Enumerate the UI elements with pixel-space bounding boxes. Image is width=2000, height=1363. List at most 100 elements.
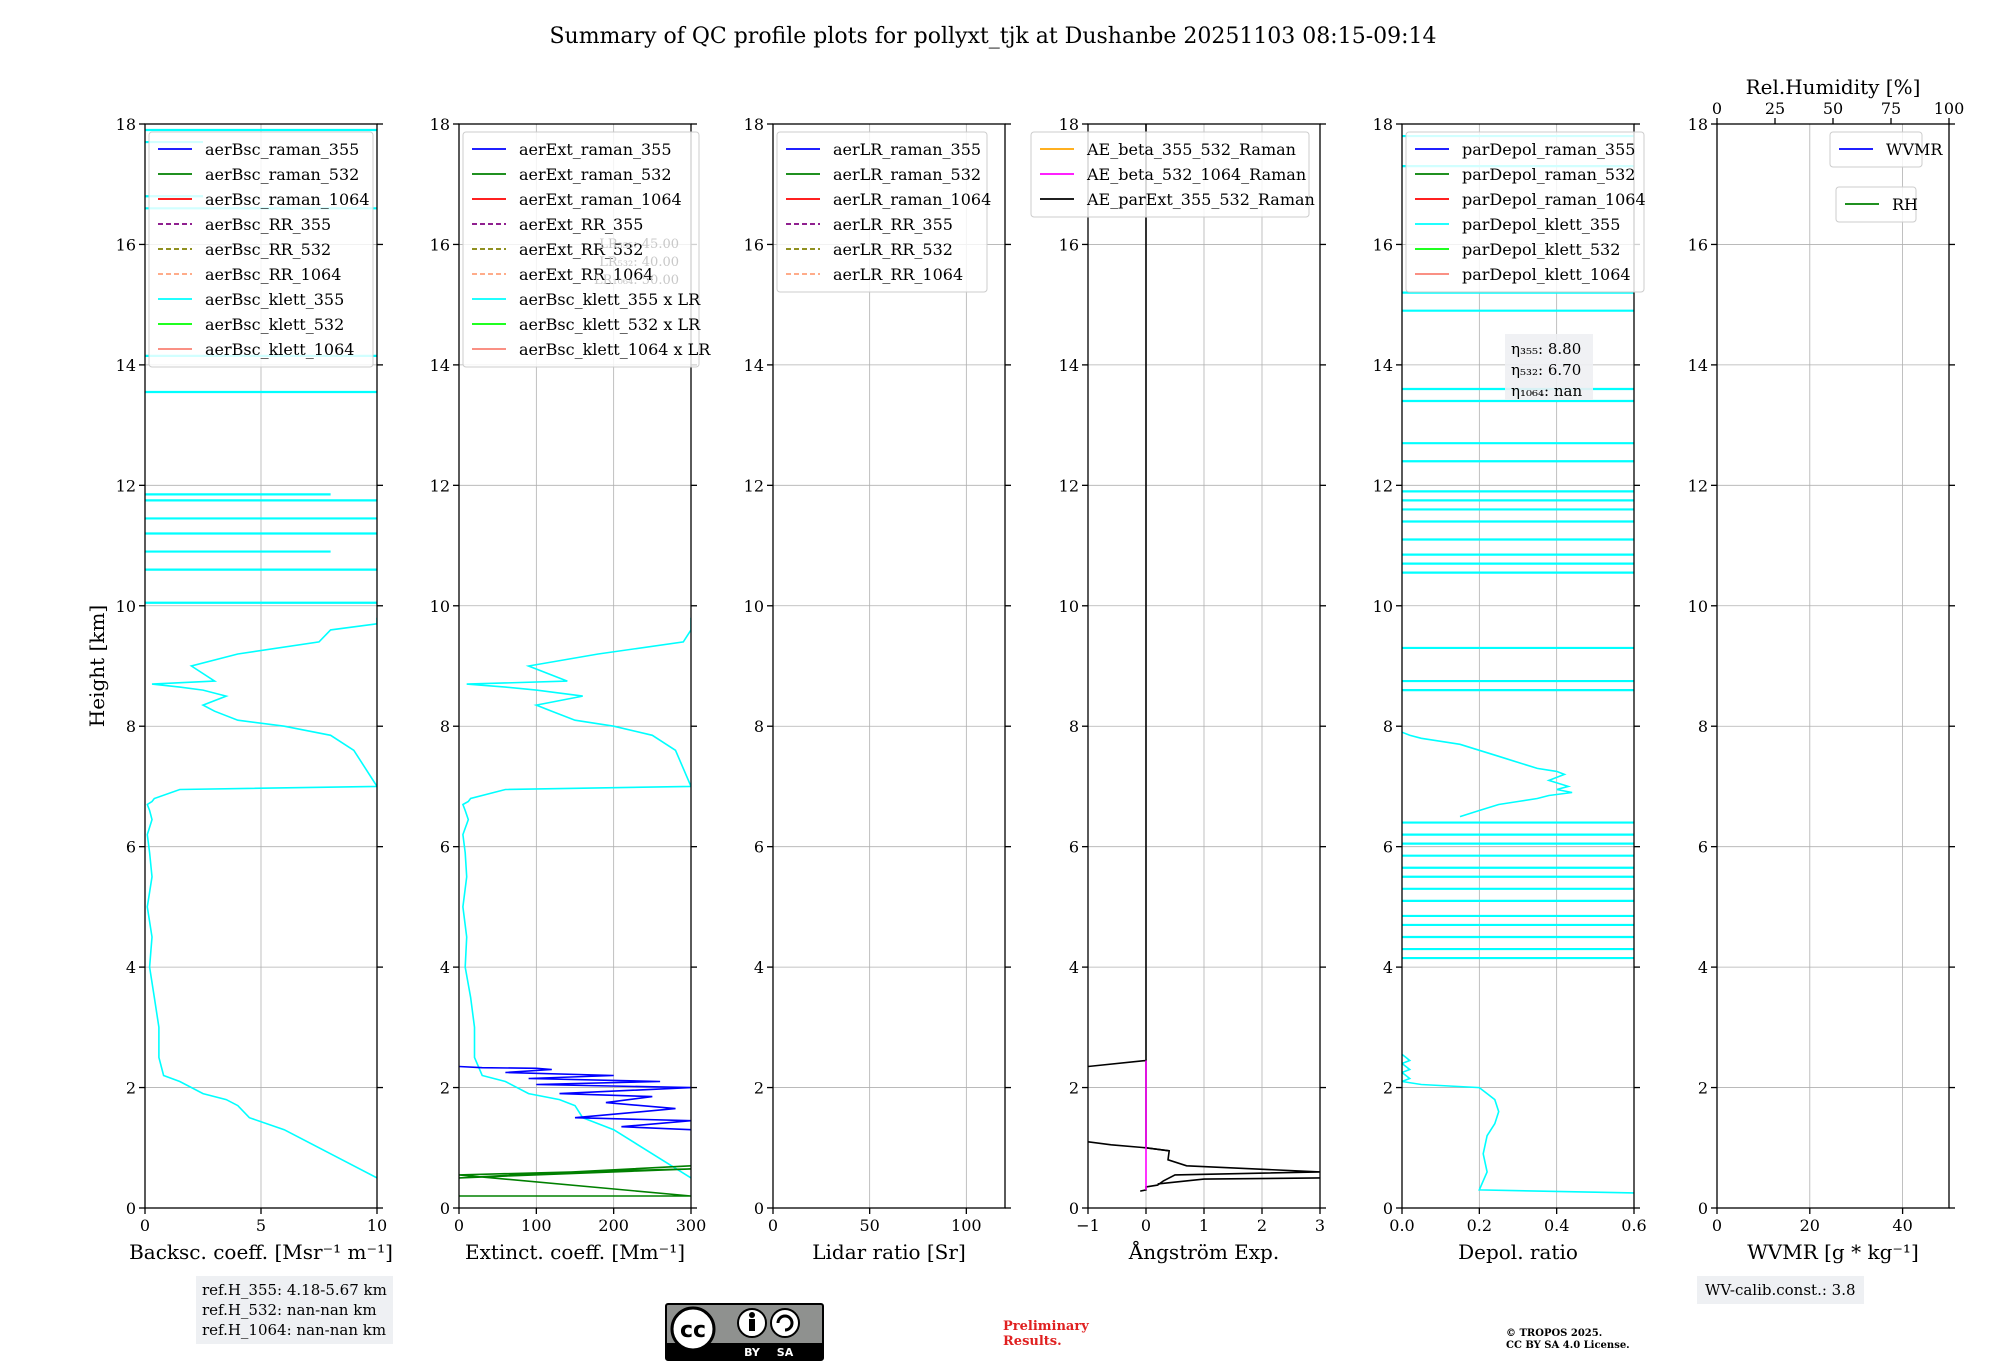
y-tick-label: 8 — [1698, 717, 1708, 736]
legend: aerBsc_raman_355 aerBsc_raman_532 aerBsc_r… — [148, 131, 374, 368]
y-tick-label: 4 — [1383, 958, 1393, 977]
ref-height-532: ref.H_532: nan-nan km — [202, 1301, 377, 1319]
y-tick-label: 4 — [1069, 958, 1079, 977]
top-x-tick-label: 25 — [1765, 99, 1785, 118]
series-parDepol_klett_355_mid — [1402, 731, 1573, 818]
legend-label: aerExt_RR_355 — [519, 215, 643, 234]
y-tick-label: 0 — [440, 1199, 450, 1218]
y-tick-label: 6 — [1383, 838, 1393, 857]
y-tick-label: 10 — [430, 597, 450, 616]
series-AE_parExt_355_532_Raman — [1088, 124, 1320, 1192]
legend-label: parDepol_raman_532 — [1462, 165, 1635, 184]
series-klett_355_x_LR — [461, 617, 691, 1179]
x-tick-label: 40 — [1892, 1216, 1912, 1235]
legend-label: aerExt_raman_355 — [519, 140, 672, 159]
series-AE_parExt_low2 — [1157, 1177, 1320, 1185]
series-group — [459, 617, 691, 1197]
ref-height-355: ref.H_355: 4.18-5.67 km — [202, 1281, 387, 1299]
ref-height-1064: ref.H_1064: nan-nan km — [202, 1321, 387, 1339]
legend-label: aerLR_raman_355 — [833, 140, 981, 159]
y-tick-label: 12 — [1373, 476, 1393, 495]
y-tick-label: 18 — [1688, 115, 1708, 134]
preliminary-line-2: Results. — [1003, 1334, 1062, 1349]
copyright-line-2: CC BY SA 4.0 License. — [1506, 1340, 1630, 1351]
y-tick-label: 2 — [440, 1079, 450, 1098]
series-raman_532 — [459, 1165, 691, 1197]
x-axis-label: WVMR [g * kg⁻¹] — [1747, 1240, 1919, 1264]
legend-label: aerBsc_raman_532 — [205, 165, 359, 184]
y-tick-label: 2 — [754, 1079, 764, 1098]
legend-rh: RH — [1835, 186, 1918, 223]
legend-label: aerLR_RR_355 — [833, 215, 953, 234]
legend-label: aerBsc_klett_355 — [205, 290, 344, 309]
y-tick-label: 0 — [754, 1199, 764, 1218]
y-tick-label: 12 — [430, 476, 450, 495]
x-tick-label: 0 — [140, 1216, 150, 1235]
x-tick-label: 0 — [1712, 1216, 1722, 1235]
panel-lr: 0 2 4 6 8 10 12 14 16 18 0 50 100 Lidar ratio [Sr] aer… — [744, 115, 1011, 1264]
axes-frame — [1401, 123, 1635, 1209]
y-tick-label: 16 — [1373, 235, 1393, 254]
legend-label: aerExt_raman_1064 — [519, 190, 682, 209]
x-tick-label: −1 — [1076, 1216, 1100, 1235]
legend-label: RH — [1892, 195, 1918, 214]
top-x-tick-label: 50 — [1823, 99, 1843, 118]
y-tick-label: 8 — [1069, 717, 1079, 736]
y-tick-label: 14 — [1373, 356, 1393, 375]
y-tick-label: 18 — [744, 115, 764, 134]
top-x-tick-label: 75 — [1881, 99, 1901, 118]
legend: parDepol_raman_355 parDepol_raman_532 parD… — [1405, 131, 1646, 293]
y-tick-label: 14 — [1059, 356, 1079, 375]
lidar-ratio-label: LR₃₅₅: 45.00 — [599, 237, 679, 252]
y-tick-label: 18 — [116, 115, 136, 134]
cc-license-logo: cc BY SA — [665, 1303, 824, 1361]
y-tick-label: 12 — [744, 476, 764, 495]
y-tick-label: 8 — [440, 717, 450, 736]
y-tick-label: 6 — [126, 838, 136, 857]
x-tick-label: 2 — [1257, 1216, 1267, 1235]
figure-title: Summary of QC profile plots for pollyxt_… — [549, 24, 1436, 49]
x-tick-label: 0 — [1141, 1216, 1151, 1235]
reference-heights-box: ref.H_355: 4.18-5.67 km ref.H_532: nan-n… — [196, 1276, 393, 1344]
legend-label: aerLR_raman_532 — [833, 165, 981, 184]
y-tick-label: 10 — [1688, 597, 1708, 616]
by-text: BY — [744, 1346, 761, 1359]
y-tick-label: 10 — [116, 597, 136, 616]
legend-label: aerExt_RR_532 — [519, 240, 643, 259]
lidar-ratio-label: LR₁₀₆₄: 50.00 — [594, 273, 679, 288]
x-tick-label: 1 — [1199, 1216, 1209, 1235]
y-tick-label: 10 — [744, 597, 764, 616]
y-tick-label: 16 — [1059, 235, 1079, 254]
y-tick-label: 2 — [1698, 1079, 1708, 1098]
x-tick-label: 0.2 — [1467, 1216, 1492, 1235]
preliminary-line-1: Preliminary — [1003, 1319, 1089, 1334]
eta-box — [1505, 334, 1593, 400]
series-group — [1402, 134, 1634, 1194]
x-axis-label: Backsc. coeff. [Msr⁻¹ m⁻¹] — [129, 1240, 393, 1264]
panel-ext: 0 2 4 6 8 10 12 14 16 18 0 100 200 300 Extinct. coeff.… — [430, 115, 712, 1264]
legend-label: aerBsc_klett_1064 — [205, 340, 354, 359]
y-tick-label: 6 — [440, 838, 450, 857]
x-tick-label: 0.0 — [1389, 1216, 1414, 1235]
y-tick-label: 14 — [116, 356, 136, 375]
y-tick-label: 0 — [1698, 1199, 1708, 1218]
series-parDepol_klett_355 — [1402, 1053, 1634, 1194]
axes-frame — [772, 123, 1006, 1209]
panel-depol: 0 2 4 6 8 10 12 14 16 18 0.0 0.2 0.4 0.6 Depol. ratio p… — [1373, 115, 1647, 1264]
sa-text: SA — [777, 1346, 794, 1359]
y-tick-label: 18 — [430, 115, 450, 134]
legend-label: AE_beta_532_1064_Raman — [1086, 165, 1306, 184]
y-tick-label: 0 — [1069, 1199, 1079, 1218]
y-tick-label: 2 — [126, 1079, 136, 1098]
legend-label: aerBsc_RR_532 — [205, 240, 331, 259]
x-axis-label: Extinct. coeff. [Mm⁻¹] — [465, 1240, 685, 1264]
axes-frame — [1716, 123, 1950, 1209]
x-tick-label: 0.6 — [1621, 1216, 1646, 1235]
y-tick-label: 6 — [1698, 838, 1708, 857]
x-tick-label: 3 — [1315, 1216, 1325, 1235]
y-tick-label: 8 — [126, 717, 136, 736]
